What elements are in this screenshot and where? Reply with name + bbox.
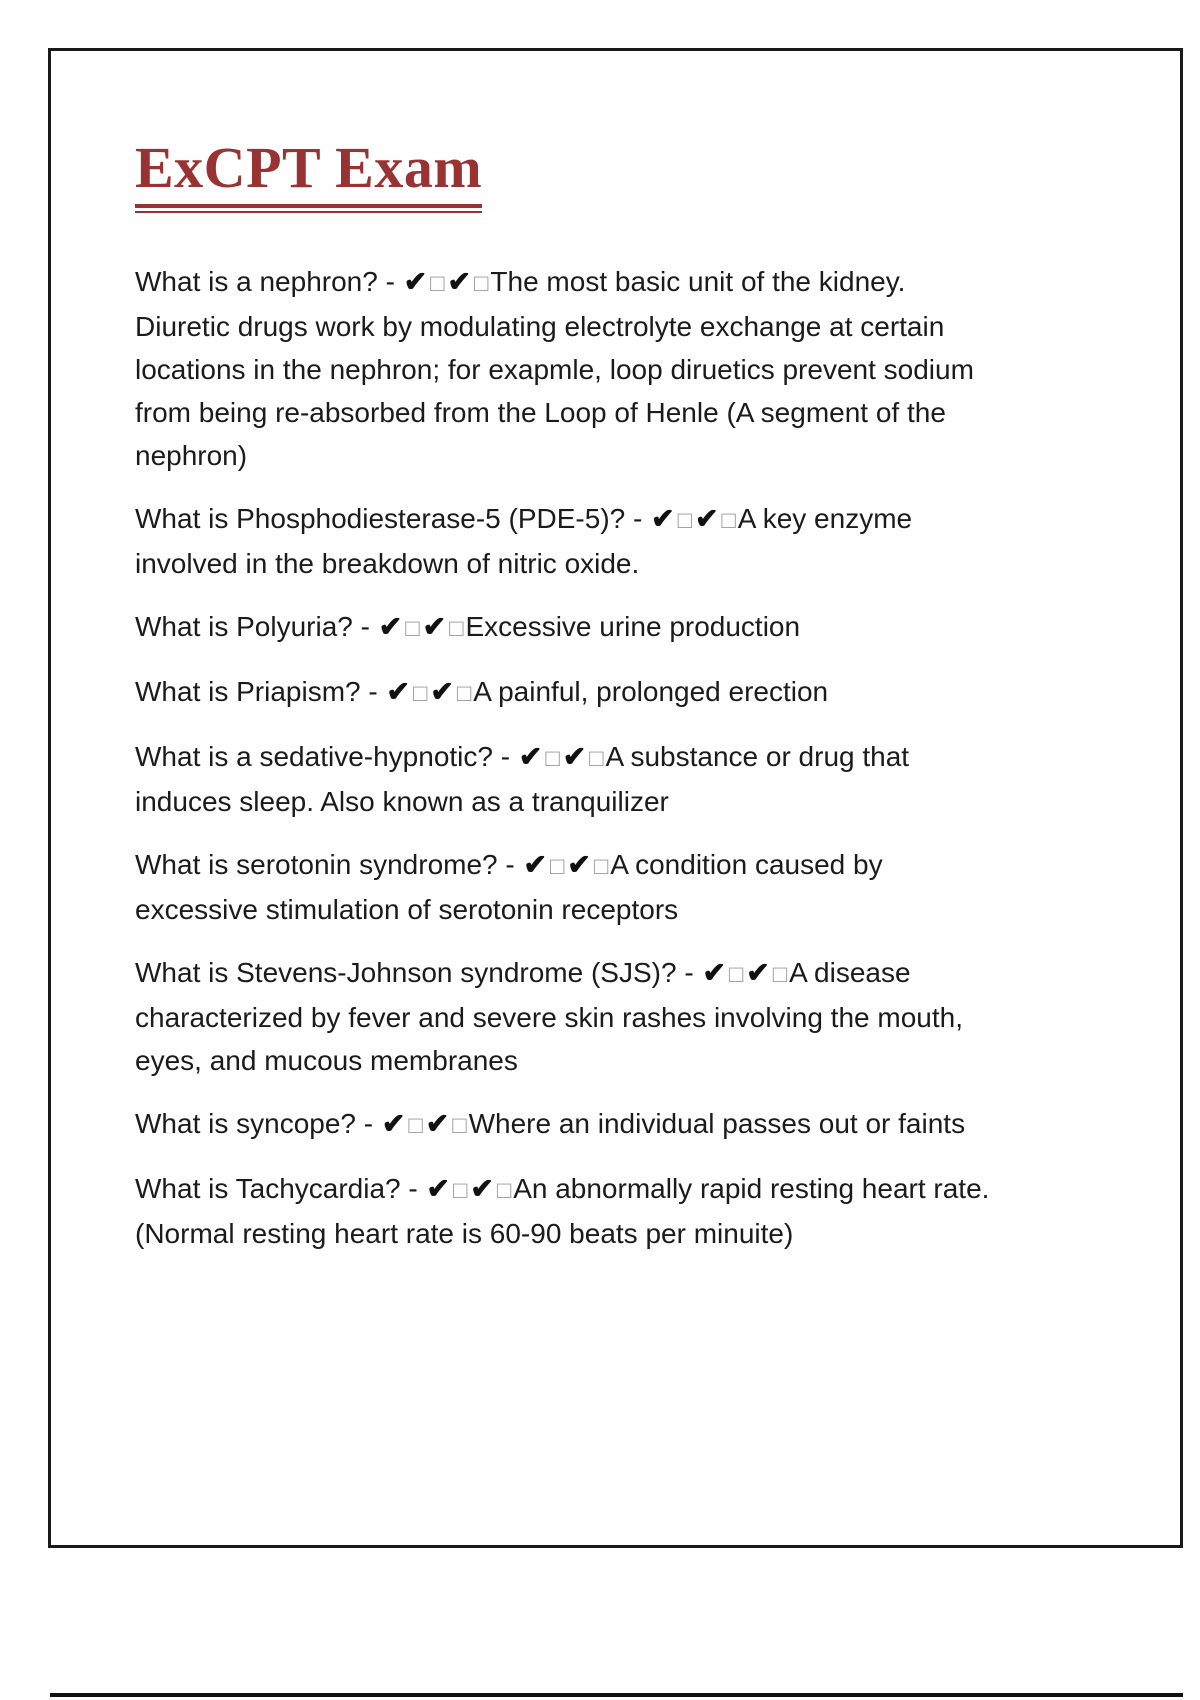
question-text: What is Tachycardia? [135, 1172, 401, 1204]
check-icon: ✔ [430, 675, 454, 707]
separator: - [356, 1107, 381, 1139]
empty-checkbox-icon: □ [449, 614, 464, 642]
empty-checkbox-icon: □ [412, 679, 428, 707]
check-icon: ✔ [422, 610, 447, 642]
check-icon: ✔ [470, 1172, 494, 1204]
separator: - [625, 502, 651, 534]
qa-item-sjs: What is Stevens-Johnson syndrome (SJS)? … [135, 951, 1008, 1082]
check-icon: ✔ [694, 502, 719, 534]
check-icon: ✔ [403, 265, 428, 297]
separator: - [360, 675, 386, 707]
empty-checkbox-icon: □ [549, 852, 565, 880]
answer-text: A key enzyme involved in the breakdown o… [135, 502, 913, 579]
check-icon: ✔ [378, 610, 403, 642]
empty-checkbox-icon: □ [474, 269, 489, 297]
check-icon: ✔ [447, 265, 472, 297]
question-text: What is a nephron? [135, 265, 378, 297]
qa-item-pde5: What is Phosphodiesterase-5 (PDE-5)? - ✔… [135, 497, 1008, 585]
check-icon: ✔ [425, 1107, 450, 1139]
empty-checkbox-icon: □ [452, 1111, 467, 1139]
check-icon: ✔ [702, 956, 726, 988]
empty-checkbox-icon: □ [593, 852, 609, 880]
question-text: What is Polyuria? [135, 610, 353, 642]
empty-checkbox-icon: □ [721, 506, 736, 534]
question-text: What is Priapism? [135, 675, 361, 707]
question-text: What is a sedative-hypnotic? [135, 740, 493, 772]
answer-text: An abnormally rapid resting heart rate. … [135, 1172, 990, 1249]
empty-checkbox-icon: □ [405, 614, 420, 642]
separator: - [492, 740, 518, 772]
question-text: What is syncope? [135, 1107, 356, 1139]
answer-text: Excessive urine production [465, 610, 801, 642]
separator: - [400, 1172, 426, 1204]
question-text: What is Stevens-Johnson syndrome (SJS)? [135, 956, 677, 988]
qa-item-syncope: What is syncope? - ✔ □ ✔ □Where an individu… [135, 1102, 1008, 1147]
empty-checkbox-icon: □ [452, 1176, 468, 1204]
empty-checkbox-icon: □ [496, 1176, 512, 1204]
check-icon: ✔ [651, 502, 675, 534]
qa-item-sedative-hypnotic: What is a sedative-hypnotic? - ✔ □ ✔ □A sub… [135, 735, 1008, 823]
check-icon: ✔ [426, 1172, 450, 1204]
page-content: ExCPT Exam What is a nephron? - ✔ □ ✔ □The … [48, 48, 1183, 1548]
check-icon: ✔ [746, 956, 770, 988]
separator: - [676, 956, 702, 988]
empty-checkbox-icon: □ [772, 960, 788, 988]
empty-checkbox-icon: □ [408, 1111, 423, 1139]
answer-text: A substance or drug that induces sleep. … [135, 740, 910, 817]
qa-item-polyuria: What is Polyuria? - ✔ □ ✔ □Excessive urine … [135, 605, 1008, 650]
empty-checkbox-icon: □ [430, 269, 445, 297]
answer-text: The most basic unit of the kidney. Diure… [135, 265, 974, 471]
empty-checkbox-icon: □ [456, 679, 472, 707]
separator: - [377, 265, 403, 297]
answer-text: A condition caused by excessive stimulat… [135, 848, 883, 925]
next-page-divider [50, 1693, 1183, 1697]
qa-item-nephron: What is a nephron? - ✔ □ ✔ □The most basic … [135, 260, 1008, 477]
page-title: ExCPT Exam [135, 136, 1008, 213]
answer-text: Where an individual passes out or faints [468, 1107, 966, 1139]
check-icon: ✔ [386, 675, 410, 707]
separator: - [497, 848, 523, 880]
answer-text: A painful, prolonged erection [473, 675, 829, 707]
check-icon: ✔ [381, 1107, 406, 1139]
empty-checkbox-icon: □ [728, 960, 744, 988]
page-title-text: ExCPT Exam [135, 136, 483, 213]
check-icon: ✔ [518, 740, 543, 772]
empty-checkbox-icon: □ [545, 744, 560, 772]
qa-item-priapism: What is Priapism? - ✔ □ ✔ □A painful, prolo… [135, 670, 1008, 715]
empty-checkbox-icon: □ [677, 506, 692, 534]
separator: - [352, 610, 378, 642]
qa-item-tachycardia: What is Tachycardia? - ✔ □ ✔ □An abnormally… [135, 1167, 1008, 1255]
answer-text: A disease characterized by fever and sev… [135, 956, 963, 1076]
check-icon: ✔ [567, 848, 591, 880]
check-icon: ✔ [523, 848, 547, 880]
question-text: What is Phosphodiesterase-5 (PDE-5)? [135, 502, 626, 534]
qa-item-serotonin-syndrome: What is serotonin syndrome? - ✔ □ ✔ □A cond… [135, 843, 1008, 931]
page-border [48, 48, 1183, 1548]
question-text: What is serotonin syndrome? [135, 848, 498, 880]
check-icon: ✔ [562, 740, 587, 772]
empty-checkbox-icon: □ [589, 744, 604, 772]
